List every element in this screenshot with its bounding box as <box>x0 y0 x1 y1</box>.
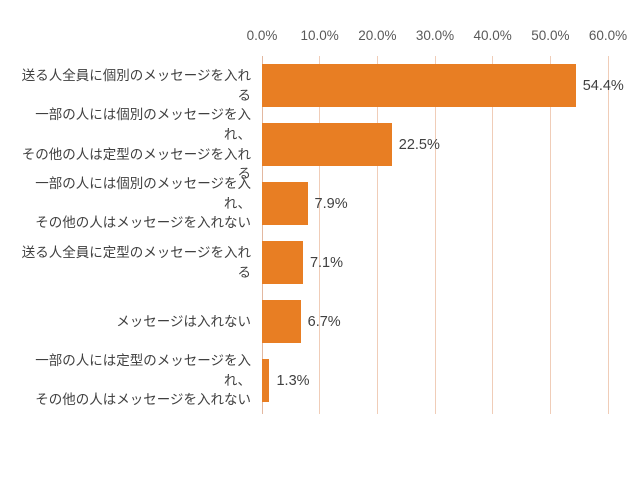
x-axis-ticks: 0.0% 10.0% 20.0% 30.0% 40.0% 50.0% 60.0% <box>247 26 628 56</box>
bar-row: 22.5% <box>262 115 608 174</box>
bar-row: 1.3% <box>262 351 608 410</box>
bar-row: 7.1% <box>262 233 608 292</box>
label-gutter <box>10 26 262 56</box>
bar <box>262 359 270 402</box>
category-label: 送る人全員に個別のメッセージを入れる <box>21 67 251 103</box>
gridline <box>319 56 321 414</box>
category-label: 送る人全員に定型のメッセージを入れる <box>21 244 251 280</box>
gridline <box>549 56 551 414</box>
bar <box>262 182 308 225</box>
x-tick-label: 20.0% <box>358 28 397 43</box>
category-labels: 送る人全員に個別のメッセージを入れる一部の人には個別のメッセージを入れ、 その他… <box>10 56 262 414</box>
value-label: 1.3% <box>276 372 310 389</box>
bar-row: 54.4% <box>262 56 624 115</box>
x-tick-label: 50.0% <box>531 28 570 43</box>
bar <box>262 241 303 284</box>
category-label: 一部の人には定型のメッセージを入れ、 その他の人はメッセージを入れない <box>35 353 251 408</box>
category-label: 一部の人には個別のメッセージを入れ、 その他の人は定型のメッセージを入れる <box>21 107 251 182</box>
category-label: メッセージは入れない <box>116 313 251 329</box>
plot-area: 54.4% 22.5% 7.9% 7.1% 6.7% 1.3% <box>261 56 624 414</box>
bar <box>262 123 392 166</box>
value-label: 22.5% <box>398 136 440 153</box>
x-tick-label: 10.0% <box>300 28 339 43</box>
horizontal-bar-chart: 0.0% 10.0% 20.0% 30.0% 40.0% 50.0% 60.0% 送る人全員… <box>10 26 640 414</box>
x-tick-label: 30.0% <box>415 28 455 43</box>
x-axis: 0.0% 10.0% 20.0% 30.0% 40.0% 50.0% 60.0% <box>10 26 640 56</box>
x-tick-label: 0.0% <box>246 28 278 43</box>
value-label: 54.4% <box>582 77 624 94</box>
gridline <box>607 56 609 414</box>
chart-body: 送る人全員に個別のメッセージを入れる一部の人には個別のメッセージを入れ、 その他… <box>10 56 640 414</box>
bar <box>262 64 576 107</box>
category-label: 一部の人には個別のメッセージを入れ、 その他の人はメッセージを入れない <box>35 176 251 231</box>
x-tick-label: 40.0% <box>473 28 512 43</box>
bar-row: 6.7% <box>262 292 608 351</box>
value-label: 6.7% <box>307 313 341 330</box>
x-tick-label: 60.0% <box>588 28 628 43</box>
y-axis-line <box>261 56 263 414</box>
gridline <box>434 56 436 414</box>
value-label: 7.1% <box>309 254 343 271</box>
value-label: 7.9% <box>314 195 348 212</box>
bar-row: 7.9% <box>262 174 608 233</box>
gridline <box>376 56 378 414</box>
gridline <box>492 56 494 414</box>
bar <box>262 300 301 343</box>
